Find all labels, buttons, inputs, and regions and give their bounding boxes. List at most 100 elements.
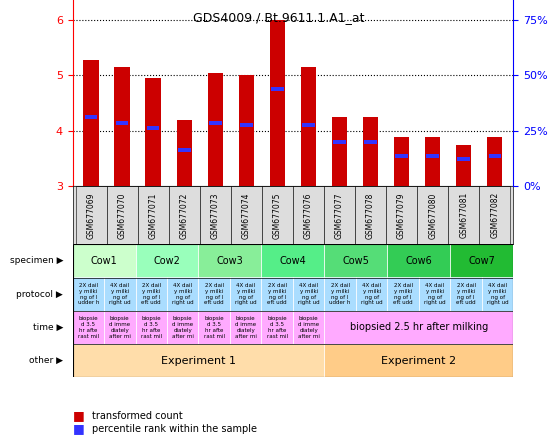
Bar (231, 186, 262, 244)
Bar (73, 344, 324, 377)
Text: transformed count: transformed count (92, 411, 183, 420)
Text: biopsied 2.5 hr after milking: biopsied 2.5 hr after milking (350, 322, 488, 333)
Bar (324, 244, 387, 278)
Bar (417, 186, 448, 244)
Bar (333, 140, 346, 144)
Bar (324, 344, 513, 377)
Bar (482, 278, 513, 311)
Bar (363, 117, 378, 186)
Bar (456, 145, 472, 186)
Text: 2X dail
y milki
ng of l
eft udd: 2X dail y milki ng of l eft udd (393, 283, 413, 305)
Bar (199, 278, 230, 311)
Text: GSM677069: GSM677069 (86, 192, 95, 238)
Bar (356, 278, 387, 311)
Bar (169, 186, 200, 244)
Bar (324, 186, 355, 244)
Bar (262, 311, 293, 344)
Bar (73, 244, 136, 278)
Bar (262, 186, 293, 244)
Bar (426, 154, 439, 158)
Bar (76, 186, 107, 244)
Text: 2X dail
y milki
ng of l
eft udd: 2X dail y milki ng of l eft udd (141, 283, 161, 305)
Bar (230, 311, 262, 344)
Bar (487, 137, 503, 186)
Text: 4X dail
y milki
ng of
right ud: 4X dail y milki ng of right ud (172, 283, 194, 305)
Text: GSM677073: GSM677073 (211, 192, 220, 238)
Bar (136, 244, 199, 278)
Text: Cow4: Cow4 (280, 256, 306, 266)
Bar (364, 140, 377, 144)
Text: Cow5: Cow5 (343, 256, 369, 266)
Bar (262, 278, 293, 311)
Bar (419, 278, 450, 311)
Text: 4X dail
y milki
ng of
right ud: 4X dail y milki ng of right ud (109, 283, 131, 305)
Text: GSM677081: GSM677081 (459, 192, 468, 238)
Text: GSM677080: GSM677080 (428, 192, 437, 238)
Text: 4X dail
y milki
ng of
right ud: 4X dail y milki ng of right ud (361, 283, 382, 305)
Bar (208, 73, 223, 186)
Bar (270, 20, 285, 186)
Text: other ▶: other ▶ (29, 356, 63, 365)
Text: 2X dail
y milki
ng of l
udder h: 2X dail y milki ng of l udder h (329, 283, 351, 305)
Text: Cow1: Cow1 (90, 256, 117, 266)
Bar (301, 67, 316, 186)
Bar (450, 278, 482, 311)
Text: GSM677079: GSM677079 (397, 192, 406, 238)
Text: biopsie
d imme
diately
after mi: biopsie d imme diately after mi (298, 316, 320, 339)
Text: 2X dail
y milki
ng of l
eft udd: 2X dail y milki ng of l eft udd (204, 283, 224, 305)
Text: 4X dail
y milki
ng of
right ud: 4X dail y milki ng of right ud (487, 283, 508, 305)
Bar (262, 244, 324, 278)
Text: biopsie
d imme
diately
after mi: biopsie d imme diately after mi (235, 316, 257, 339)
Bar (387, 278, 419, 311)
Bar (199, 311, 230, 344)
Bar (239, 75, 254, 186)
Text: ■: ■ (73, 409, 84, 422)
Text: GSM677076: GSM677076 (304, 192, 313, 238)
Text: percentile rank within the sample: percentile rank within the sample (92, 424, 257, 434)
Bar (104, 311, 136, 344)
Bar (425, 137, 440, 186)
Bar (396, 154, 408, 158)
Bar (448, 186, 479, 244)
Bar (85, 115, 98, 119)
Text: biopsie
d imme
diately
after mi: biopsie d imme diately after mi (109, 316, 131, 339)
Bar (167, 278, 199, 311)
Bar (107, 186, 138, 244)
Text: 4X dail
y milki
ng of
right ud: 4X dail y milki ng of right ud (235, 283, 257, 305)
Bar (176, 120, 192, 186)
Text: 2X dail
y milki
ng of l
udder h: 2X dail y milki ng of l udder h (78, 283, 99, 305)
Bar (209, 121, 222, 125)
Text: 4X dail
y milki
ng of
right ud: 4X dail y milki ng of right ud (298, 283, 320, 305)
Text: GSM677075: GSM677075 (273, 192, 282, 238)
Text: 2X dail
y milki
ng of l
eft udd: 2X dail y milki ng of l eft udd (456, 283, 476, 305)
Bar (488, 154, 501, 158)
Bar (271, 87, 283, 91)
Bar (324, 278, 356, 311)
Text: biopsie
d 3.5
hr afte
rast mil: biopsie d 3.5 hr afte rast mil (141, 316, 162, 339)
Text: 4X dail
y milki
ng of
right ud: 4X dail y milki ng of right ud (424, 283, 445, 305)
Text: biopsie
d 3.5
hr afte
rast mil: biopsie d 3.5 hr afte rast mil (204, 316, 225, 339)
Bar (200, 186, 231, 244)
Bar (394, 137, 410, 186)
Bar (138, 186, 169, 244)
Bar (355, 186, 386, 244)
Text: GSM677078: GSM677078 (366, 192, 375, 238)
Bar (83, 60, 99, 186)
Text: GSM677072: GSM677072 (180, 192, 189, 238)
Text: GSM677070: GSM677070 (118, 192, 127, 238)
Text: GDS4009 / Bt.9611.1.A1_at: GDS4009 / Bt.9611.1.A1_at (193, 11, 365, 24)
Text: specimen ▶: specimen ▶ (9, 256, 63, 266)
Text: Experiment 1: Experiment 1 (161, 356, 236, 366)
Bar (240, 123, 253, 127)
Text: ■: ■ (73, 422, 84, 436)
Bar (458, 157, 470, 161)
Bar (302, 123, 315, 127)
Bar (386, 186, 417, 244)
Text: biopsie
d imme
diately
after mi: biopsie d imme diately after mi (172, 316, 194, 339)
Bar (114, 67, 130, 186)
Bar (147, 126, 160, 130)
Bar (167, 311, 199, 344)
Bar (136, 278, 167, 311)
Bar (324, 311, 513, 344)
Bar (230, 278, 262, 311)
